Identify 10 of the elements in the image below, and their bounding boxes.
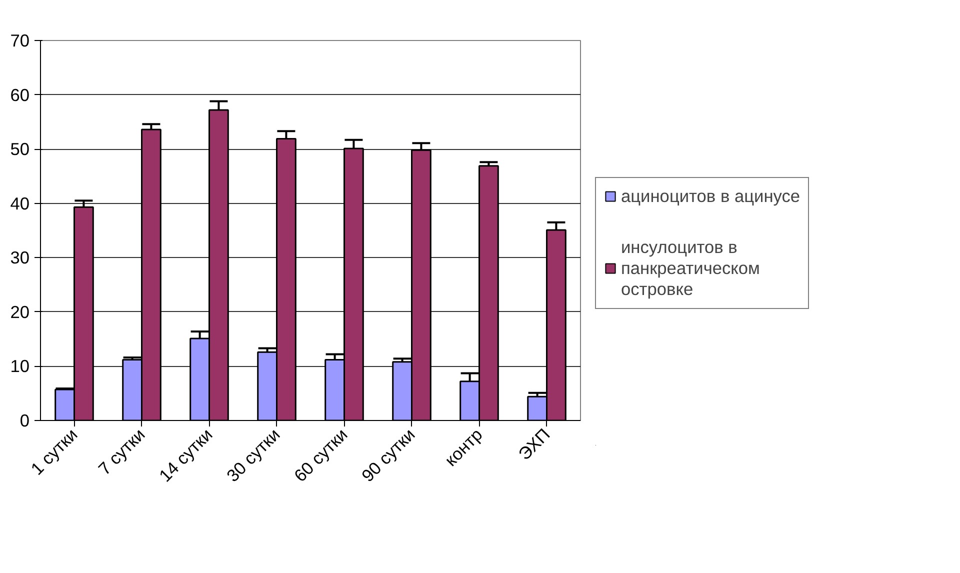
y-tick-label: 20	[10, 302, 30, 322]
y-tick-label: 50	[10, 139, 30, 160]
y-tick-label: 60	[10, 84, 30, 105]
y-tick-label: 40	[10, 193, 30, 214]
y-tick-label: 70	[10, 30, 30, 50]
legend-label: инсулоцитов в панкреатическом островке	[621, 236, 760, 300]
y-tick-label: 30	[10, 248, 30, 268]
y-tick-label: 10	[10, 356, 30, 376]
y-tick-label: 0	[20, 410, 30, 430]
legend-label: ациноцитов в ацинусе	[621, 186, 800, 206]
